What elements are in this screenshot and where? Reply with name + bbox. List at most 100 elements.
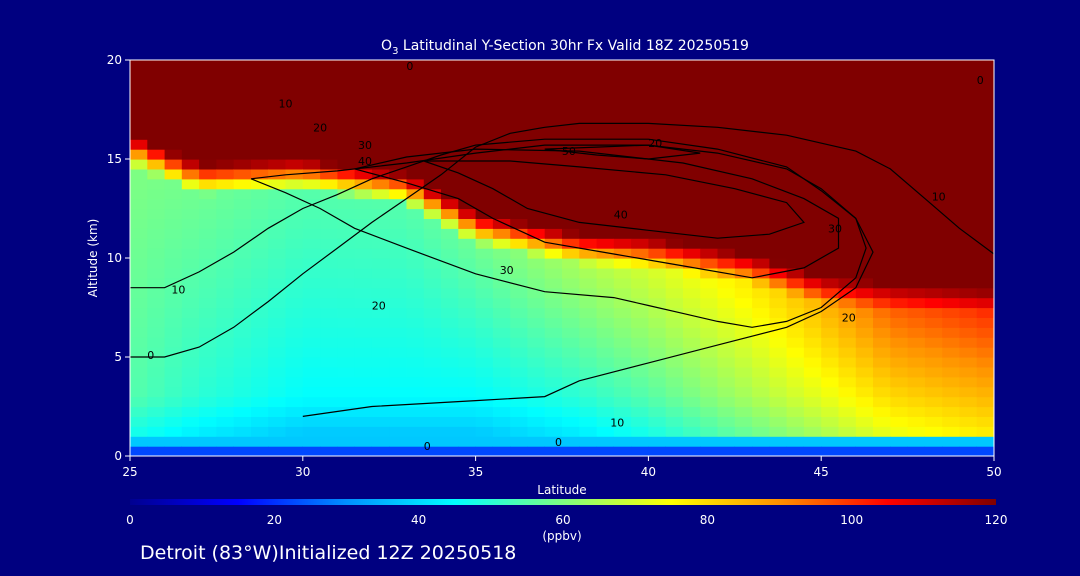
field-cell (648, 208, 667, 219)
field-cell (199, 79, 217, 91)
field-cell (337, 139, 356, 150)
field-cell (803, 238, 822, 249)
field-cell (821, 277, 840, 289)
field-cell (613, 139, 632, 150)
field-cell (371, 248, 390, 259)
field-cell (181, 317, 200, 328)
field-cell (648, 89, 667, 101)
field-cell (285, 337, 304, 348)
field-cell (907, 406, 926, 417)
field-cell (458, 426, 477, 437)
field-cell (337, 258, 356, 269)
field-cell (285, 366, 304, 378)
field-cell (216, 228, 235, 239)
field-cell (233, 327, 252, 338)
field-cell (596, 366, 615, 378)
field-cell (302, 327, 321, 338)
field-cell (752, 297, 770, 309)
field-cell (562, 109, 580, 120)
field-cell (752, 267, 770, 279)
field-cell (371, 416, 390, 427)
field-cell (268, 267, 287, 279)
field-cell (734, 287, 753, 299)
field-cell (648, 337, 667, 348)
field-cell (423, 347, 442, 358)
field-cell (579, 287, 598, 299)
field-cell (769, 416, 788, 427)
field-cell (510, 337, 529, 348)
field-cell (147, 99, 166, 111)
field-cell (216, 149, 235, 160)
field-cell (665, 129, 684, 140)
field-cell (510, 119, 529, 130)
field-cell (907, 119, 926, 130)
x-tick-label: 45 (814, 465, 829, 479)
field-cell (631, 218, 649, 229)
field-cell (769, 69, 788, 81)
field-cell (337, 376, 356, 388)
field-cell (354, 208, 373, 219)
field-cell (907, 357, 926, 368)
field-cell (130, 79, 148, 91)
field-cell (199, 149, 217, 160)
field-cell (337, 238, 356, 249)
y-axis-label: Altitude (km) (86, 219, 100, 298)
field-cell (406, 89, 425, 101)
field-cell (302, 188, 321, 200)
field-cell (942, 317, 961, 328)
field-cell (130, 327, 148, 338)
field-cell (613, 258, 632, 269)
field-cell (959, 159, 978, 170)
field-cell (786, 426, 805, 437)
field-cell (320, 446, 338, 456)
field-cell (873, 406, 891, 417)
field-cell (320, 307, 338, 318)
field-cell (371, 287, 390, 299)
field-cell (803, 159, 822, 170)
field-cell (441, 119, 459, 130)
field-cell (631, 168, 649, 180)
field-cell (527, 287, 546, 299)
field-cell (233, 89, 252, 101)
field-cell (527, 347, 546, 358)
field-cell (924, 238, 943, 249)
field-cell (320, 188, 338, 200)
ozone-field (130, 60, 994, 456)
field-cell (562, 188, 580, 200)
field-cell (959, 149, 978, 160)
field-cell (631, 297, 649, 309)
colorbar-tick-label: 0 (126, 513, 134, 527)
field-cell (285, 317, 304, 328)
field-cell (562, 60, 580, 71)
field-cell (976, 119, 994, 130)
field-cell (976, 357, 994, 368)
field-cell (562, 69, 580, 81)
field-cell (354, 386, 373, 398)
field-cell (665, 416, 684, 427)
field-cell (268, 327, 287, 338)
field-cell (648, 426, 667, 437)
field-cell (648, 446, 667, 456)
field-cell (302, 287, 321, 299)
field-cell (268, 178, 287, 190)
field-cell (855, 287, 874, 299)
field-cell (302, 228, 321, 239)
field-cell (717, 357, 736, 368)
field-cell (544, 119, 563, 130)
field-cell (821, 426, 840, 437)
field-cell (510, 436, 529, 447)
field-cell (302, 277, 321, 289)
field-cell (527, 79, 546, 91)
field-cell (147, 287, 166, 299)
field-cell (752, 238, 770, 249)
field-cell (389, 89, 408, 101)
field-cell (371, 228, 390, 239)
field-cell (389, 267, 408, 279)
field-cell (527, 89, 546, 101)
field-cell (285, 149, 304, 160)
field-cell (216, 317, 235, 328)
field-cell (717, 376, 736, 388)
field-cell (959, 347, 978, 358)
field-cell (147, 317, 166, 328)
field-cell (130, 149, 148, 160)
